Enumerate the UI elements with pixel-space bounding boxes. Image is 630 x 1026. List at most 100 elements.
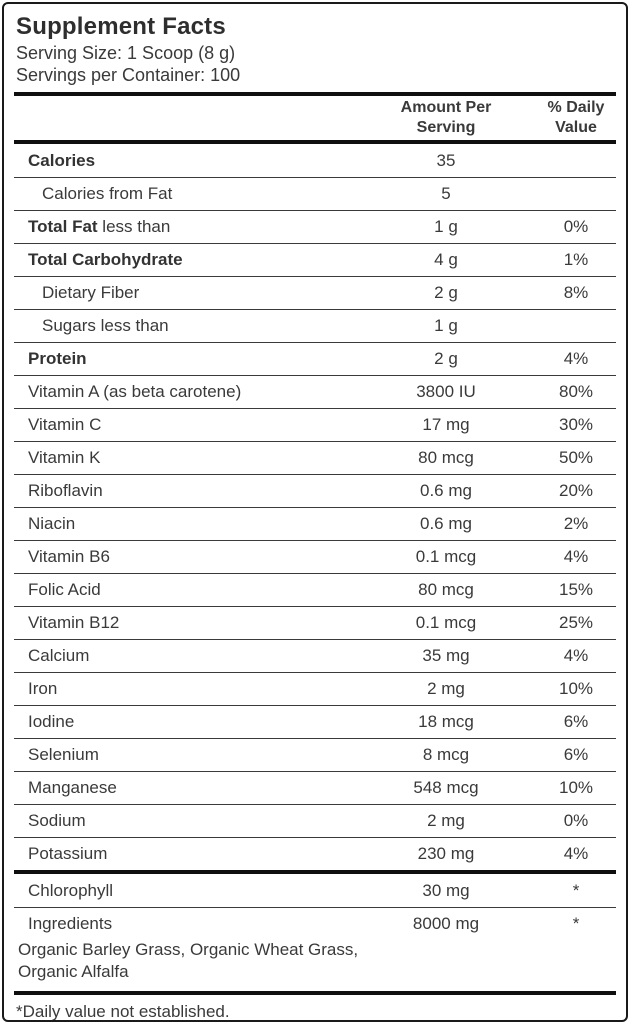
row-label-text: Iron [28,679,58,698]
ingredients-list: Organic Barley Grass, Organic Wheat Gras… [18,940,359,981]
row-label: Selenium [28,745,356,765]
row-daily-value: * [572,913,580,933]
row-label: Calcium [28,646,356,666]
table-row: Vitamin B6 0.1 mcg 4% [14,540,616,573]
table-row: Calories from Fat 5 [14,177,616,210]
row-label-text: Iodine [28,712,75,731]
row-label: Calories from Fat [42,184,356,204]
row-amount: 80 mcg [418,580,474,599]
row-daily-value: 0% [563,811,589,830]
table-row: Iodine 18 mcg 6% [14,705,616,738]
table-row: Calcium 35 mg 4% [14,639,616,672]
row-daily-value: 25% [558,613,594,632]
row-daily-value: 8% [563,283,589,302]
row-label-text: Selenium [28,745,99,764]
row-amount: 2 mg [427,811,465,830]
row-daily-value: 10% [558,679,594,698]
row-label-text: Vitamin B12 [28,613,120,632]
label-header: Supplement Facts Serving Size: 1 Scoop (… [4,4,626,92]
table-row: Sugars less than 1 g [14,309,616,342]
row-amount: 35 [436,150,456,170]
row-amount: 1 g [434,316,458,335]
row-daily-value: 4% [563,349,589,368]
row-amount: 3800 IU [416,382,476,401]
section-divider-minerals [14,870,616,874]
row-daily-value: 4% [563,547,589,566]
row-daily-value: 0% [563,217,589,236]
row-daily-value: 50% [558,448,594,467]
row-label-text: Riboflavin [28,481,103,500]
table-row: Calories 35 [14,144,616,177]
row-label: Manganese [28,778,356,798]
row-amount: 18 mcg [418,712,474,731]
row-amount: 548 mcg [413,778,479,797]
label-title: Supplement Facts [16,13,226,40]
row-label: Vitamin A (as beta carotene) [28,382,356,402]
table-row: Riboflavin 0.6 mg 20% [14,474,616,507]
row-label-text: Calcium [28,646,90,665]
row-amount: 5 [441,184,451,203]
row-label-text: Sugars less than [42,316,169,335]
row-label-text: Vitamin K [28,448,101,467]
row-label-text: Potassium [28,844,108,863]
table-row: Folic Acid 80 mcg 15% [14,573,616,606]
column-header-amount: Amount Per Serving [400,99,492,136]
row-amount: 0.1 mcg [415,613,477,632]
row-label: Folic Acid [28,580,356,600]
row-label: Iodine [28,712,356,732]
row-label-bold: Protein [28,349,87,368]
row-label: Chlorophyll [28,881,356,901]
row-daily-value: 6% [563,745,589,764]
row-label-text: Vitamin B6 [28,547,110,566]
table-row: Niacin 0.6 mg 2% [14,507,616,540]
row-daily-value: 2% [563,514,589,533]
row-label: Vitamin C [28,415,356,435]
row-daily-value: 6% [563,712,589,731]
row-label: Sodium [28,811,356,831]
row-label-text: Sodium [28,811,86,830]
row-daily-value: * [572,880,580,900]
table-row: Dietary Fiber 2 g 8% [14,276,616,309]
ingredients-row: Ingredients 8000 mg * Organic Barley Gra… [14,907,616,991]
row-label-text: Vitamin C [28,415,102,434]
table-row: Chlorophyll 30 mg * [14,874,616,907]
row-daily-value: 80% [558,382,594,401]
row-label: Total Fat less than [28,217,356,237]
row-label-text: Dietary Fiber [42,283,140,302]
footnote: *Daily value not established. [16,1002,230,1021]
supplement-rows: Chlorophyll 30 mg * [4,874,626,907]
row-amount: 0.6 mg [420,514,472,533]
row-daily-value: 15% [558,580,594,599]
table-row: Vitamin C 17 mg 30% [14,408,616,441]
table-row: Vitamin K 80 mcg 50% [14,441,616,474]
row-label-bold: Calories [28,150,96,170]
section-divider-top [14,92,616,96]
row-amount: 80 mcg [418,448,474,467]
column-header-daily-value: % Daily Value [547,99,605,136]
table-row: Iron 2 mg 10% [14,672,616,705]
row-daily-value: 10% [558,778,594,797]
row-amount: 8 mcg [422,745,470,764]
table-row: Manganese 548 mcg 10% [14,771,616,804]
row-label-text: Folic Acid [28,580,101,599]
row-amount: 0.1 mcg [415,547,477,566]
row-amount: 0.6 mg [420,481,472,500]
row-label: Iron [28,679,356,699]
column-header-row: Amount Per Serving % Daily Value [14,96,616,140]
row-label-text: Niacin [28,514,76,533]
table-row: Vitamin B12 0.1 mcg 25% [14,606,616,639]
row-amount: 2 g [434,349,458,368]
row-label: Vitamin B6 [28,547,356,567]
table-row: Total Carbohydrate 4 g 1% [14,243,616,276]
table-row: Total Fat less than 1 g 0% [14,210,616,243]
row-amount: 30 mg [422,880,470,900]
section-divider-header [14,140,616,144]
servings-per-container: Servings per Container: 100 [16,65,241,85]
row-label: Potassium [28,844,356,864]
row-label-bold: Total Fat [28,217,98,236]
row-daily-value: 4% [563,844,589,863]
table-row: Selenium 8 mcg 6% [14,738,616,771]
row-label-text: Calories from Fat [42,184,173,203]
row-label: Calories [28,151,356,171]
row-amount: 4 g [434,250,458,269]
